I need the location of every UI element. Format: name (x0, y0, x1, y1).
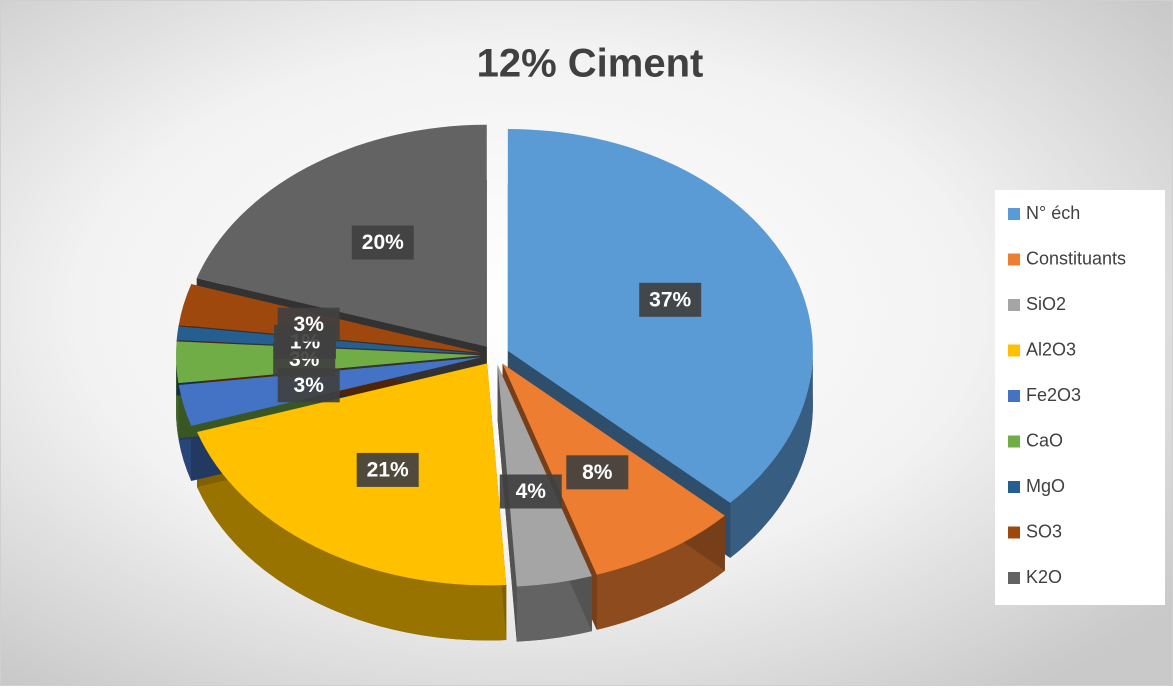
data-label: 37% (649, 288, 691, 311)
data-label-box (639, 282, 702, 317)
slice-side (197, 432, 507, 641)
legend-label: MgO (1026, 476, 1065, 496)
legend-swatch (1008, 299, 1020, 311)
data-label: 8% (582, 461, 613, 484)
data-label: 20% (362, 231, 404, 254)
legend-label: Al2O3 (1026, 339, 1076, 359)
legend-swatch (1008, 253, 1020, 266)
legend-label: N° éch (1026, 203, 1080, 223)
legend-swatch (1008, 435, 1020, 448)
data-label-box (351, 225, 414, 260)
legend-label: Constituants (1026, 248, 1126, 268)
legend-label: SO3 (1026, 521, 1062, 541)
legend-box (995, 190, 1165, 605)
legend-swatch (1008, 344, 1020, 357)
pie-slice (197, 363, 507, 586)
legend-swatch (1008, 390, 1020, 402)
data-label-box (277, 307, 340, 342)
legend-swatch (1008, 526, 1020, 539)
data-label-box (566, 455, 629, 490)
pie-slice (196, 124, 487, 347)
data-label: 4% (516, 480, 547, 503)
slice-side (730, 350, 813, 558)
data-label: 21% (367, 458, 409, 481)
chart-title: 12% Ciment (477, 42, 704, 86)
slice-side (516, 576, 592, 642)
data-label: 3% (294, 374, 325, 397)
legend-label: CaO (1026, 430, 1063, 450)
legend-swatch (1008, 572, 1020, 584)
legend-label: Fe2O3 (1026, 385, 1081, 405)
slice-side (176, 355, 179, 439)
data-label-box (356, 452, 419, 487)
legend-label: K2O (1026, 567, 1062, 587)
legend-swatch (1008, 208, 1020, 220)
data-label: 3% (294, 313, 325, 336)
data-label-box (499, 474, 562, 509)
legend-swatch (1008, 481, 1020, 493)
legend-label: SiO2 (1026, 294, 1066, 314)
